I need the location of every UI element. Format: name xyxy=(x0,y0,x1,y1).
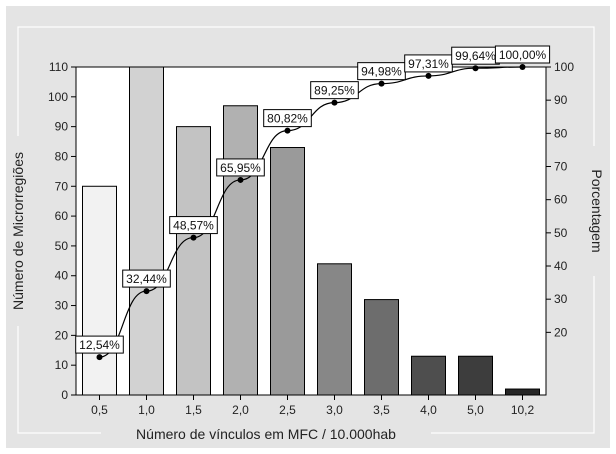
cumulative-labels-layer: 12,54% 32,44% 48,57% 65,95% 80,82% 89,25% 94,9… xyxy=(75,45,551,354)
pareto-chart: 0 10 20 30 40 50 60 70 80 90 100 110 20 30 40 50 60 70 80 9… xyxy=(10,26,605,442)
cumulative-point xyxy=(237,176,244,183)
cumulative-label: 100,00% xyxy=(499,48,547,62)
y-tick-label: 70 xyxy=(55,179,69,193)
y-tick-label: 80 xyxy=(55,149,69,163)
y2-tick-label: 20 xyxy=(554,325,568,339)
cumulative-label: 94,98% xyxy=(361,65,402,79)
y-tick-label: 30 xyxy=(55,299,69,313)
axes-layer: 0 10 20 30 40 50 60 70 80 90 100 110 20 30 40 50 60 70 80 9… xyxy=(48,60,574,417)
x-tick-label: 0,5 xyxy=(91,403,108,417)
cumulative-label: 80,82% xyxy=(267,112,308,126)
cumulative-label: 32,44% xyxy=(126,272,167,286)
x-tick-label: 2,5 xyxy=(279,403,296,417)
y2-tick-label: 90 xyxy=(554,93,568,107)
bar-3 xyxy=(176,126,211,396)
x-tick-label: 5,0 xyxy=(467,403,484,417)
y2-axis-title: Porcentagem xyxy=(589,169,605,252)
y-tick-label: 10 xyxy=(55,358,69,372)
y2-tick-label: 50 xyxy=(554,226,568,240)
cumulative-point xyxy=(143,288,150,295)
cumulative-point xyxy=(331,99,338,106)
x-axis-title: Número de vínculos em MFC / 10.000hab xyxy=(136,426,396,442)
cumulative-label-box xyxy=(122,269,171,288)
bar-6 xyxy=(317,263,352,396)
y-tick-label: 110 xyxy=(49,60,68,74)
bar-5 xyxy=(270,147,305,396)
cumulative-point xyxy=(284,127,291,134)
x-tick-label: 2,0 xyxy=(232,403,249,417)
bar-4 xyxy=(223,105,258,396)
cumulative-label-box xyxy=(75,335,124,354)
x-tick-label: 1,5 xyxy=(185,403,202,417)
cumulative-label-box xyxy=(216,158,265,177)
cumulative-point xyxy=(472,65,479,72)
y-tick-label: 40 xyxy=(55,269,69,283)
y2-tick-label: 80 xyxy=(554,126,568,140)
bar-10 xyxy=(505,388,540,396)
x-tick-label: 4,0 xyxy=(420,403,437,417)
bar-1 xyxy=(82,185,117,396)
cumulative-label-box xyxy=(310,81,359,100)
y-tick-label: 100 xyxy=(48,90,68,104)
y-tick-label: 90 xyxy=(55,120,69,134)
cumulative-label: 97,31% xyxy=(408,57,449,71)
y-tick-label: 60 xyxy=(55,209,69,223)
y2-tick-label: 70 xyxy=(554,160,568,174)
y2-tick-label: 60 xyxy=(554,193,568,207)
cumulative-label: 12,54% xyxy=(79,338,120,352)
cumulative-label-box xyxy=(494,45,551,64)
cumulative-label: 48,57% xyxy=(173,219,214,233)
x-tick-label: 3,0 xyxy=(326,403,343,417)
bar-9 xyxy=(458,355,493,396)
cumulative-point xyxy=(519,64,526,70)
y-tick-label: 0 xyxy=(61,388,68,402)
cumulative-label: 89,25% xyxy=(314,84,355,98)
y-tick-label: 50 xyxy=(55,239,69,253)
y2-tick-label: 40 xyxy=(554,259,568,273)
bar-8 xyxy=(411,355,446,396)
y-tick-label: 20 xyxy=(55,328,69,342)
y2-tick-label: 100 xyxy=(554,60,574,74)
cumulative-point xyxy=(378,80,385,87)
cumulative-label-box xyxy=(169,216,218,235)
x-tick-label: 3,5 xyxy=(373,403,390,417)
cumulative-point xyxy=(190,234,197,241)
y2-tick-label: 30 xyxy=(554,292,568,306)
cumulative-point xyxy=(96,354,103,361)
cumulative-label: 99,64% xyxy=(455,49,496,63)
chart-frame: 0 10 20 30 40 50 60 70 80 90 100 110 20 30 40 50 60 70 80 9… xyxy=(6,6,610,448)
cumulative-point xyxy=(425,72,432,79)
y-axis-title: Número de Microrregiões xyxy=(10,152,26,310)
x-tick-label: 10,2 xyxy=(511,403,535,417)
bar-7 xyxy=(364,299,399,396)
x-tick-label: 1,0 xyxy=(138,403,155,417)
cumulative-label: 65,95% xyxy=(220,161,261,175)
cumulative-label-box xyxy=(263,109,312,128)
bar-2 xyxy=(129,66,164,396)
